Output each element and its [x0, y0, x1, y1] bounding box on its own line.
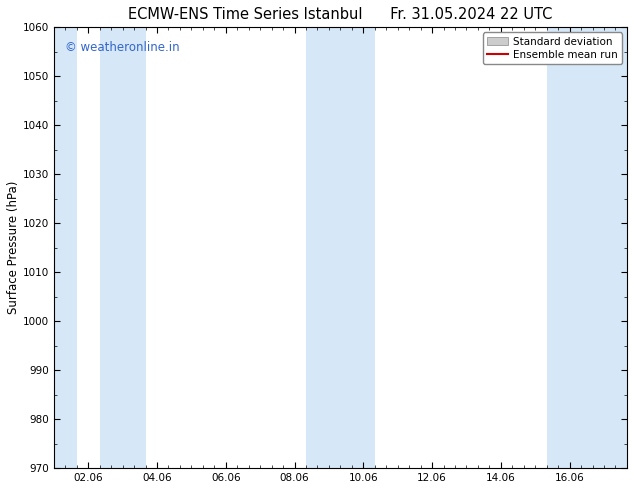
Bar [54, 27, 77, 468]
Text: © weatheronline.in: © weatheronline.in [65, 41, 180, 53]
Bar [306, 27, 375, 468]
Y-axis label: Surface Pressure (hPa): Surface Pressure (hPa) [7, 181, 20, 315]
Legend: Standard deviation, Ensemble mean run: Standard deviation, Ensemble mean run [482, 32, 622, 64]
Title: ECMW-ENS Time Series Istanbul      Fr. 31.05.2024 22 UTC: ECMW-ENS Time Series Istanbul Fr. 31.05.… [128, 7, 553, 22]
Bar [547, 27, 627, 468]
Bar [100, 27, 146, 468]
